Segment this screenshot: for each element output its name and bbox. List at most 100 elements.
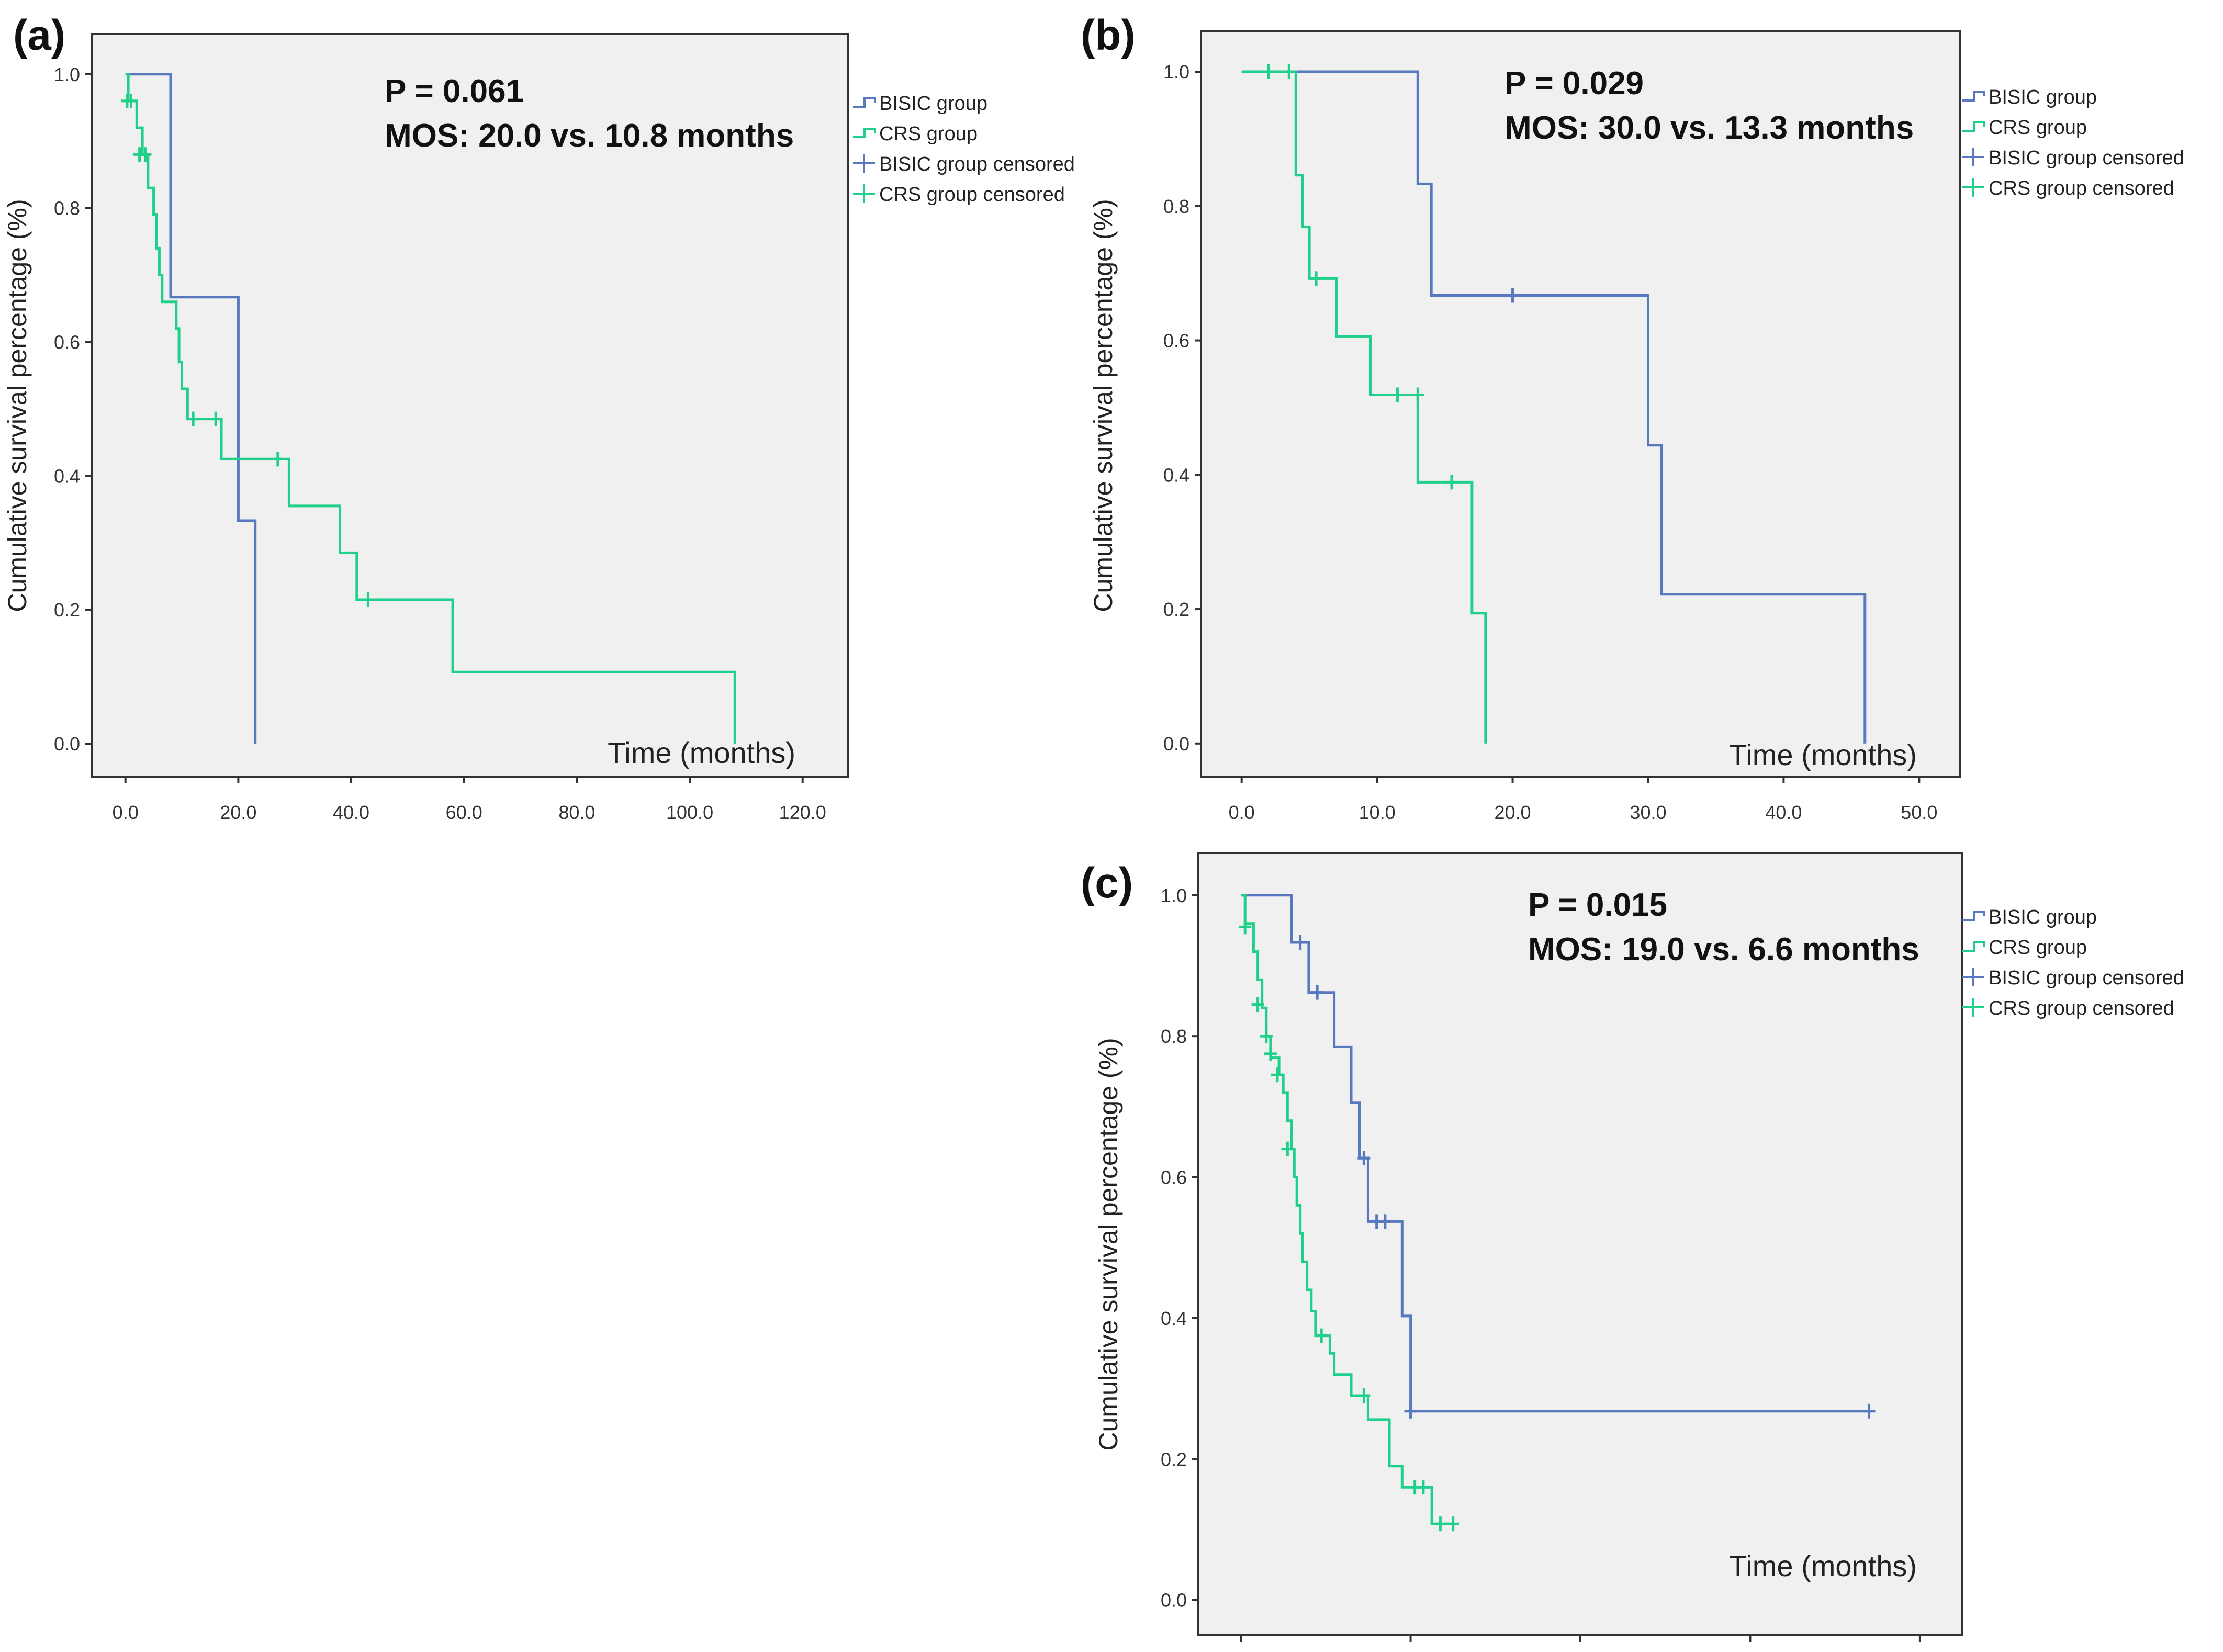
legend-item: CRS group censored (853, 184, 1065, 206)
crs-censor-mark (271, 452, 284, 467)
x-axis-label: Time (months) (608, 736, 795, 769)
legend-item: BISIC group (1962, 86, 2097, 108)
crs-censor-mark (187, 411, 200, 426)
legend-censor-swatch (1962, 178, 1984, 197)
p-value-annotation: P = 0.015 (1528, 887, 1667, 923)
x-tick-label: 40.0 (333, 802, 369, 823)
x-tick-label: 40.0 (1765, 802, 1802, 823)
legend-item: BISIC group censored (853, 153, 1075, 175)
legend-item: CRS group (1962, 937, 2087, 959)
y-axis-label: Cumulative survival percentage (%) (3, 199, 32, 612)
y-tick-label: 1.0 (1163, 61, 1189, 83)
crs-censor-mark (209, 411, 222, 426)
plot-area (1200, 30, 1961, 778)
crs-censor-mark (1315, 1328, 1328, 1343)
legend-line-swatch (853, 128, 876, 138)
legend-label: BISIC group (1989, 906, 2097, 928)
y-tick-label: 1.0 (54, 64, 80, 85)
plot-area (91, 33, 849, 778)
legend-label: CRS group censored (1989, 177, 2174, 199)
crs-censor-mark (1417, 1480, 1430, 1495)
crs-censor-mark (1271, 1067, 1284, 1083)
legend-item: CRS group (853, 123, 978, 145)
legend-label: CRS group (1989, 117, 2087, 139)
p-value-annotation: P = 0.029 (1505, 65, 1644, 102)
crs-censor-mark (1283, 64, 1296, 80)
legend-label: CRS group censored (879, 184, 1065, 206)
x-tick-label: 30.0 (1630, 802, 1666, 823)
y-axis-label: Cumulative survival percentage (%) (1094, 1038, 1123, 1451)
crs-censor-mark (1310, 271, 1323, 286)
bisic-censor-mark (1404, 1403, 1417, 1419)
crs-censor-mark (1357, 1388, 1371, 1403)
legend-line-swatch (1962, 941, 1985, 952)
x-tick-label: 100.0 (666, 802, 713, 823)
x-tick-label: 60.0 (446, 802, 482, 823)
legend-item: BISIC group (853, 93, 987, 115)
crs-censor-mark (362, 592, 375, 607)
y-axis-label: Cumulative survival percentage (%) (1088, 199, 1118, 612)
bisic-censor-mark (1311, 985, 1324, 1000)
y-tick-label: 0.6 (1163, 330, 1189, 352)
legend-label: BISIC group censored (1989, 147, 2184, 169)
bisic-survival-curve (125, 73, 257, 744)
crs-censor-mark (1262, 64, 1275, 80)
legend-label: CRS group censored (1989, 997, 2174, 1019)
y-tick-label: 1.0 (1161, 885, 1187, 906)
crs-censor-mark (1434, 1516, 1447, 1532)
bisic-censor-mark (1378, 1214, 1391, 1229)
y-tick-label: 0.0 (1163, 733, 1189, 755)
legend-censor-swatch (1962, 998, 1984, 1017)
mos-annotation: MOS: 19.0 vs. 6.6 months (1528, 931, 1919, 968)
x-tick-label: 80.0 (558, 802, 595, 823)
mos-annotation: MOS: 20.0 vs. 10.8 months (385, 118, 794, 154)
y-tick-label: 0.6 (54, 331, 80, 353)
legend-censor-swatch (853, 154, 875, 173)
x-tick-label: 0.0 (1229, 802, 1255, 823)
y-tick-label: 0.0 (1161, 1590, 1187, 1611)
panel-label: (c) (1081, 859, 1133, 907)
legend-line-swatch (1962, 121, 1985, 132)
legend-item: CRS group censored (1962, 997, 2174, 1019)
legend-censor-swatch (1962, 148, 1984, 166)
y-tick-label: 0.2 (1161, 1448, 1187, 1470)
p-value-annotation: P = 0.061 (385, 73, 524, 109)
legend-label: BISIC group censored (879, 153, 1075, 175)
legend-line-swatch (853, 97, 876, 108)
y-tick-label: 0.8 (1163, 196, 1189, 217)
x-tick-label: 50.0 (1901, 802, 1937, 823)
bisic-censor-mark (1294, 935, 1307, 950)
x-tick-label: 10.0 (1359, 802, 1396, 823)
legend-label: CRS group (1989, 937, 2087, 959)
y-tick-label: 0.4 (1161, 1308, 1187, 1329)
crs-censor-mark (1281, 1141, 1294, 1156)
x-tick-label: 20.0 (220, 802, 256, 823)
km-panel-3: (c)0.00.20.40.60.81.00.020.040.060.080.0… (1081, 852, 2184, 1642)
y-tick-label: 0.2 (54, 599, 80, 621)
legend-item: BISIC group (1962, 906, 2097, 928)
y-tick-label: 0.4 (54, 465, 80, 487)
y-tick-label: 0.6 (1161, 1167, 1187, 1188)
crs-censor-mark (1264, 1046, 1277, 1061)
crs-censor-mark (1445, 475, 1458, 490)
crs-censor-mark (1446, 1516, 1459, 1532)
x-tick-label: 20.0 (1494, 802, 1531, 823)
legend-censor-swatch (853, 184, 875, 203)
bisic-survival-curve (1241, 70, 1867, 744)
crs-censor-mark (1239, 919, 1252, 935)
legend-line-swatch (1962, 911, 1985, 921)
x-tick-label: 120.0 (779, 802, 826, 823)
x-axis-label: Time (months) (1729, 1549, 1917, 1582)
x-axis-label: Time (months) (1729, 738, 1917, 771)
crs-censor-mark (125, 93, 138, 108)
km-panel-2: (b) 0.0 0.2 0.4 0.6 0.8 1.0 0.0 10.0 20.0 30.0 40.0… (1081, 12, 2184, 823)
bisic-censor-mark (1357, 1151, 1371, 1166)
bisic-censor-mark (1862, 1403, 1876, 1419)
x-tick-label: 0.0 (113, 802, 139, 823)
crs-censor-mark (1260, 1029, 1273, 1044)
mos-annotation: MOS: 30.0 vs. 13.3 months (1505, 110, 1914, 146)
legend-line-swatch (1962, 91, 1985, 102)
crs-censor-mark (1391, 387, 1404, 402)
y-tick-label: 0.0 (54, 733, 80, 755)
